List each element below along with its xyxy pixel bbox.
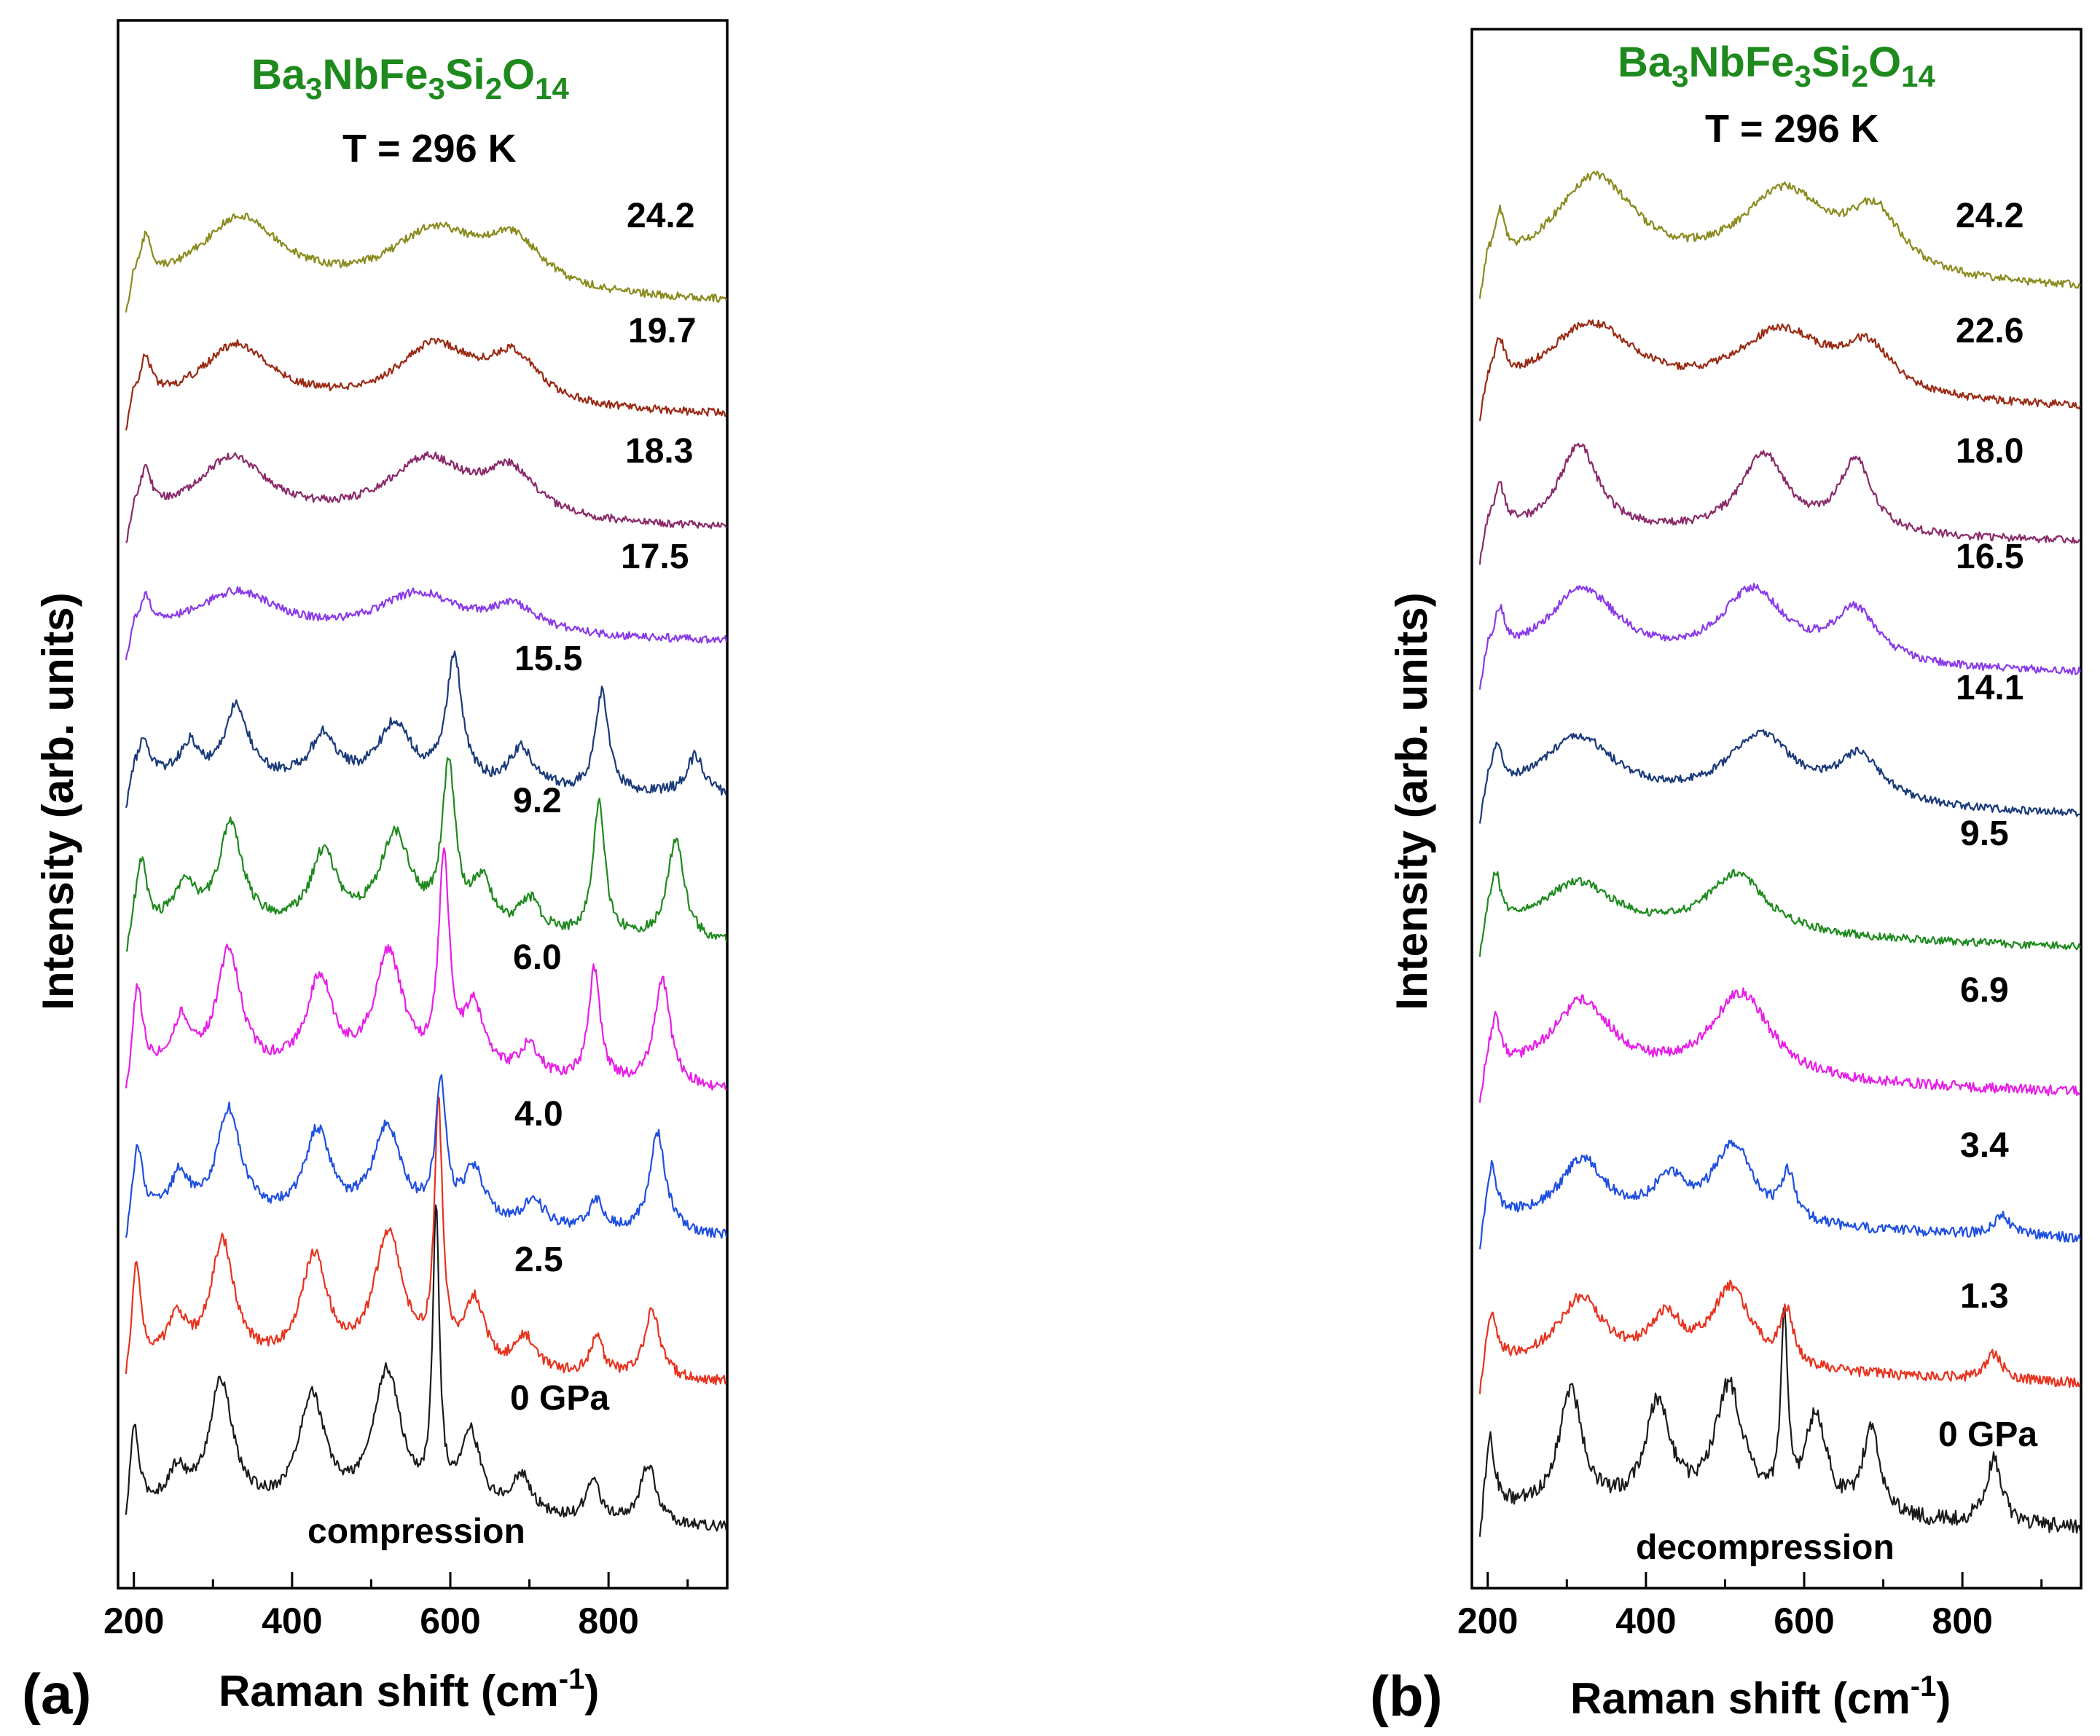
y-axis-label: Intensity (arb. units) bbox=[1387, 592, 1436, 1010]
x-tick-label: 600 bbox=[420, 1601, 480, 1641]
panel-letter: (a) bbox=[22, 1662, 91, 1726]
pressure-label-1: 1.3 bbox=[1960, 1277, 2009, 1316]
pressure-label-9: 24.2 bbox=[627, 197, 694, 235]
pressure-label-1: 2.5 bbox=[514, 1241, 563, 1279]
pressure-label-3: 6.9 bbox=[1960, 971, 2009, 1010]
spectrum-0-GPa bbox=[125, 1204, 727, 1532]
pressure-label-8: 19.7 bbox=[628, 312, 696, 350]
compound-formula: Ba3NbFe3Si2O14 bbox=[1618, 39, 1936, 93]
spectrum-1_3 bbox=[1478, 1279, 2081, 1394]
spectrum-9_5 bbox=[1478, 868, 2081, 957]
pressure-label-3: 6.0 bbox=[513, 938, 562, 977]
spectrum-16_5 bbox=[1478, 583, 2081, 690]
x-axis-label: Raman shift (cm-1) bbox=[219, 1663, 599, 1716]
temperature-label: T = 296 K bbox=[342, 127, 517, 170]
panel-b: 200 400 600 800 Ba3NbFe3Si2O14 T = 296 K de… bbox=[1370, 28, 2083, 1728]
spectra-group bbox=[1478, 170, 2081, 1537]
pressure-labels: 0 GPa 2.5 4.0 6.0 9.2 15.5 17.5 18.3 19.… bbox=[510, 197, 696, 1418]
pressure-label-4: 9.5 bbox=[1960, 814, 2009, 853]
spectrum-18_3 bbox=[125, 451, 727, 543]
spectrum-15_5 bbox=[125, 651, 727, 809]
pressure-label-7: 18.3 bbox=[625, 432, 693, 471]
pressure-label-2: 3.4 bbox=[1960, 1126, 2009, 1165]
plot-frame bbox=[117, 19, 729, 1590]
x-axis-ticks: 200 400 600 800 bbox=[1457, 1572, 2043, 1641]
spectrum-2_5 bbox=[125, 1096, 727, 1386]
panel-letter: (b) bbox=[1370, 1664, 1443, 1728]
x-tick-label: 800 bbox=[578, 1601, 638, 1641]
mode-label: compression bbox=[307, 1512, 525, 1551]
mode-label: decompression bbox=[1636, 1528, 1895, 1567]
pressure-label-5: 15.5 bbox=[514, 640, 582, 678]
spectrum-24_2 bbox=[1478, 170, 2081, 299]
spectrum-17_5 bbox=[125, 586, 727, 660]
spectrum-19_7 bbox=[125, 337, 727, 431]
spectra-group bbox=[125, 212, 727, 1532]
temperature-label: T = 296 K bbox=[1705, 107, 1879, 151]
spectrum-22_6 bbox=[1478, 319, 2081, 421]
compound-formula: Ba3NbFe3Si2O14 bbox=[251, 51, 570, 106]
spectrum-4_0 bbox=[125, 1074, 727, 1239]
x-axis-ticks: 200 400 600 800 bbox=[103, 1572, 689, 1641]
spectrum-0-GPa bbox=[1478, 1307, 2081, 1537]
pressure-label-2: 4.0 bbox=[514, 1095, 563, 1134]
pressure-label-0: 0 GPa bbox=[510, 1379, 609, 1418]
x-tick-label: 200 bbox=[1457, 1601, 1518, 1641]
pressure-label-6: 16.5 bbox=[1956, 538, 2023, 576]
spectrum-6_0 bbox=[125, 847, 727, 1091]
pressure-label-8: 22.6 bbox=[1956, 312, 2023, 350]
x-tick-label: 800 bbox=[1932, 1601, 1992, 1641]
spectrum-14_1 bbox=[1478, 728, 2081, 824]
x-tick-label: 200 bbox=[103, 1601, 164, 1641]
pressure-labels: 0 GPa 1.3 3.4 6.9 9.5 14.1 16.5 18.0 22.… bbox=[1938, 197, 2037, 1454]
spectrum-3_4 bbox=[1478, 1139, 2081, 1249]
panel-a: 200 400 600 800 Ba3NbFe3Si2O14 T = 296 K co… bbox=[22, 19, 729, 1726]
pressure-label-4: 9.2 bbox=[513, 782, 562, 820]
pressure-label-5: 14.1 bbox=[1956, 669, 2023, 707]
x-tick-label: 400 bbox=[1615, 1601, 1676, 1641]
plot-frame bbox=[1470, 28, 2083, 1590]
x-axis-label: Raman shift (cm-1) bbox=[1570, 1670, 1951, 1723]
x-tick-label: 600 bbox=[1774, 1601, 1834, 1641]
pressure-label-6: 17.5 bbox=[621, 538, 689, 576]
pressure-label-0: 0 GPa bbox=[1938, 1415, 2037, 1454]
pressure-label-9: 24.2 bbox=[1956, 197, 2023, 235]
x-tick-label: 400 bbox=[262, 1601, 322, 1641]
spectrum-9_2 bbox=[125, 757, 727, 952]
spectrum-24_2 bbox=[125, 212, 727, 313]
y-axis-label: Intensity (arb. units) bbox=[34, 592, 82, 1010]
pressure-label-7: 18.0 bbox=[1956, 432, 2023, 471]
spectrum-18_0 bbox=[1478, 442, 2081, 565]
spectrum-6_9 bbox=[1478, 987, 2081, 1103]
